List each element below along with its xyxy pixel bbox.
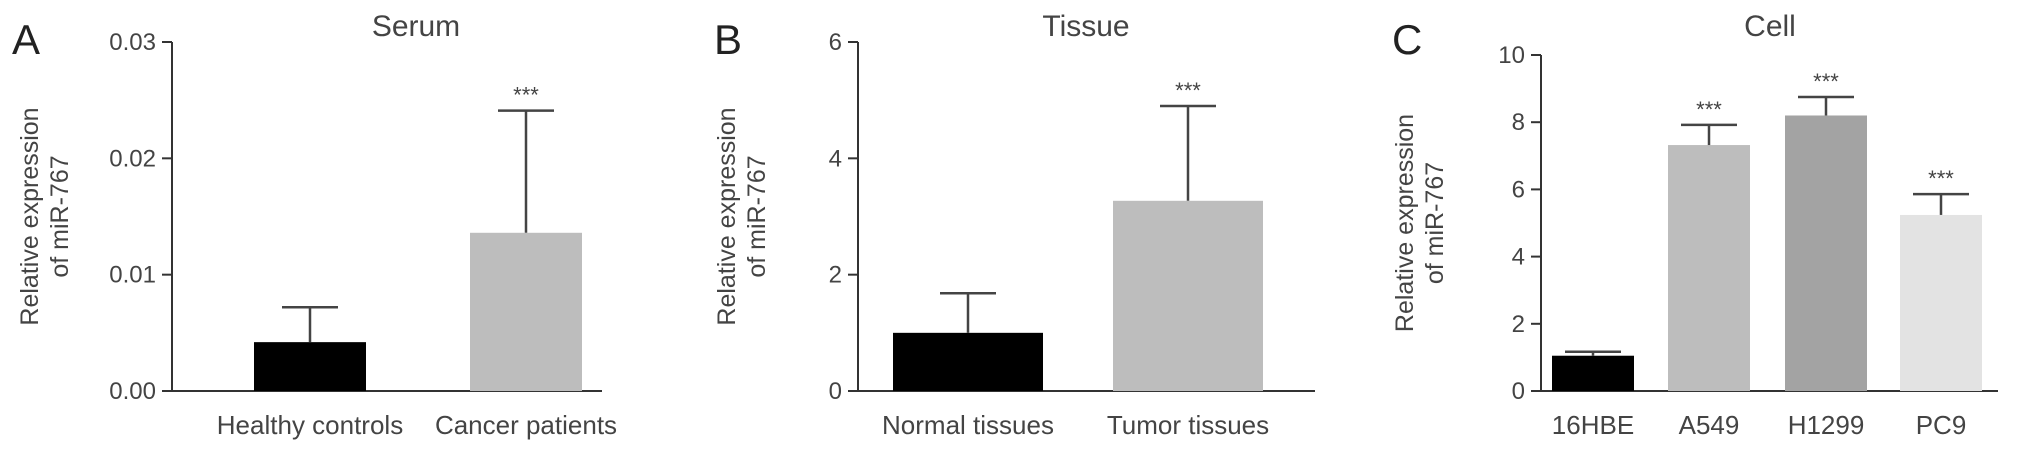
y-tick-label: 4 (829, 145, 842, 172)
bar (1113, 200, 1263, 391)
y-tick-label: 0.00 (109, 378, 156, 405)
significance-label: *** (1928, 166, 1954, 191)
chart-title: Tissue (1042, 10, 1129, 43)
y-axis-label: Relative expressionof miR-767 (713, 107, 771, 325)
y-axis-label-line: of miR-767 (1421, 162, 1449, 284)
y-tick-label: 0.02 (109, 145, 156, 172)
x-category-label: 16HBE (1552, 410, 1634, 440)
panel-letter: B (714, 16, 742, 63)
panel-letter: A (12, 16, 40, 63)
y-axis-label-line: Relative expression (1391, 114, 1419, 332)
y-tick-label: 2 (1512, 311, 1525, 338)
panel-c-cell: C Cell Relative expressionof miR-767 0 2 4 6 8 1… (1391, 10, 1998, 440)
bar (1552, 355, 1634, 391)
bar (1668, 145, 1750, 391)
x-category-label: Tumor tissues (1107, 410, 1269, 440)
bar (470, 232, 582, 391)
y-tick-label: 8 (1512, 109, 1525, 136)
x-category-label: Cancer patients (435, 410, 617, 440)
significance-label: *** (1813, 69, 1839, 94)
bar (893, 332, 1043, 391)
x-category-label: A549 (1679, 410, 1740, 440)
y-tick-label: 6 (829, 29, 842, 56)
y-axis-label: Relative expressionof miR-767 (16, 107, 74, 325)
x-category-label: H1299 (1788, 410, 1865, 440)
y-tick-label: 0.03 (109, 29, 156, 56)
y-tick-label: 0 (829, 378, 842, 405)
bar (1900, 214, 1982, 391)
chart-title: Serum (372, 10, 460, 43)
x-category-label: Normal tissues (882, 410, 1054, 440)
chart-title: Cell (1744, 10, 1796, 43)
bar (254, 342, 366, 391)
x-category-label: Healthy controls (217, 410, 403, 440)
y-axis-label: Relative expressionof miR-767 (1391, 114, 1449, 332)
y-axis-label-line: of miR-767 (743, 155, 771, 277)
y-tick-label: 0.01 (109, 262, 156, 289)
panel-b-tissue: B Tissue Relative expressionof miR-767 0 2 4 6… (713, 10, 1315, 440)
y-tick-label: 2 (829, 262, 842, 289)
significance-label: *** (513, 83, 539, 108)
y-tick-label: 4 (1512, 244, 1525, 271)
bar (1785, 115, 1867, 391)
y-axis-label-line: Relative expression (16, 107, 44, 325)
panel-a-serum: A Serum Relative expressionof miR-767 0.00 0… (12, 10, 617, 440)
x-category-label: PC9 (1916, 410, 1967, 440)
y-tick-label: 6 (1512, 176, 1525, 203)
y-tick-label: 0 (1512, 378, 1525, 405)
significance-label: *** (1175, 78, 1201, 103)
y-tick-label: 10 (1498, 42, 1525, 69)
y-axis-label-line: of miR-767 (46, 155, 74, 277)
y-axis-label-line: Relative expression (713, 107, 741, 325)
panel-letter: C (1392, 16, 1422, 63)
significance-label: *** (1696, 97, 1722, 122)
